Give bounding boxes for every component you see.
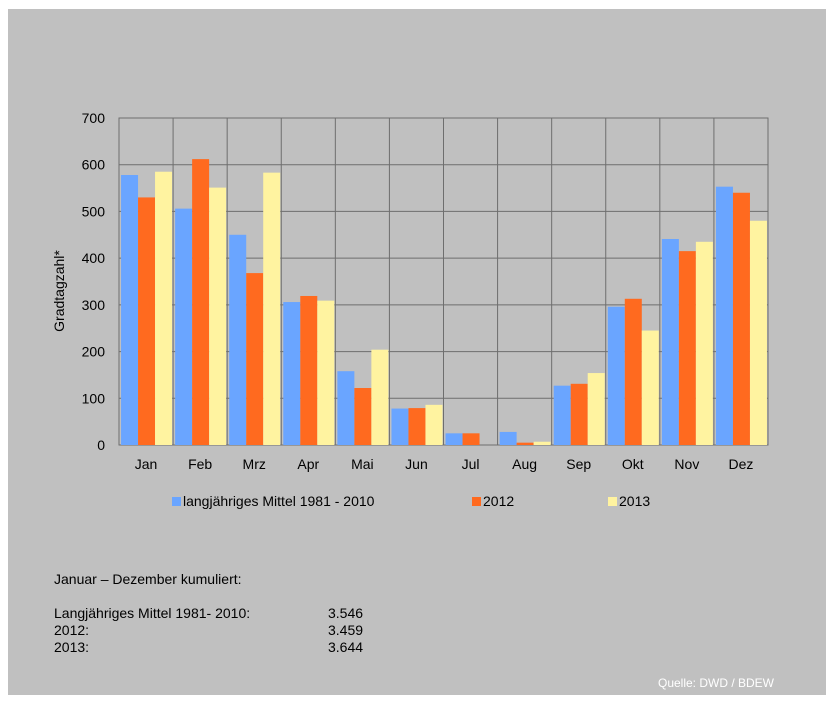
bar (192, 159, 210, 445)
x-axis-ticks: Jan Feb Mrz Apr Mai Jun Jul Aug Sep Okt Nov Dez (135, 456, 754, 472)
x-tick-label: Aug (512, 456, 537, 472)
bar (516, 442, 534, 445)
grid (118, 117, 769, 446)
x-tick-label: Feb (188, 456, 212, 472)
bar (300, 295, 318, 445)
x-tick-label: Mai (351, 456, 374, 472)
bar (155, 171, 173, 445)
bar (533, 441, 551, 445)
y-tick-label: 400 (82, 250, 106, 266)
y-tick-label: 300 (82, 297, 106, 313)
bar (263, 172, 281, 446)
bar (462, 433, 480, 445)
x-tick-label: Dez (729, 456, 754, 472)
bars (121, 159, 767, 446)
bar-chart: 0 100 200 300 400 500 600 700 Jan Feb Mrz Apr Mai Ju… (51, 110, 769, 509)
legend: langjähriges Mittel 1981 - 2010 2012 2013 (172, 493, 650, 509)
bar (317, 300, 335, 445)
x-tick-label: Sep (566, 456, 591, 472)
x-tick-label: Jun (405, 456, 428, 472)
bar (624, 298, 642, 445)
summary-row: Langjähriges Mittel 1981- 2010: 3.546 (54, 605, 363, 622)
x-tick-label: Mrz (243, 456, 266, 472)
bar (715, 186, 733, 446)
summary-value: 3.459 (328, 622, 364, 638)
summary-value: 3.546 (328, 605, 364, 621)
y-tick-label: 200 (82, 344, 106, 360)
y-axis-label: Gradtagzahl* (51, 250, 67, 332)
bar (732, 192, 750, 445)
legend-label: 2012 (483, 493, 514, 509)
bar (661, 238, 679, 445)
summary-heading: Januar – Dezember kumuliert: (54, 571, 242, 587)
bar (749, 220, 767, 445)
legend-swatch (608, 497, 617, 506)
y-tick-label: 0 (97, 437, 105, 453)
x-tick-label: Apr (297, 456, 319, 472)
bar (408, 408, 426, 445)
legend-swatch (172, 497, 181, 506)
summary-row: 2012: 3.459 (54, 622, 363, 639)
chart-panel: 0 100 200 300 400 500 600 700 Jan Feb Mrz Apr Mai Ju… (8, 9, 826, 695)
x-tick-label: Jan (135, 456, 158, 472)
bar (445, 433, 463, 445)
bar (570, 383, 588, 445)
cumulative-summary: Januar – Dezember kumuliert: Langjährige… (54, 571, 363, 656)
bar (121, 174, 139, 445)
bar (553, 385, 571, 445)
bar (209, 187, 227, 445)
bar (283, 302, 301, 445)
bar (425, 404, 443, 445)
bar (391, 408, 409, 445)
bar (371, 349, 389, 445)
bar (354, 388, 372, 445)
summary-row: 2013: 3.644 (54, 639, 363, 656)
legend-label: langjähriges Mittel 1981 - 2010 (183, 493, 375, 509)
bar (678, 251, 696, 445)
x-tick-label: Jul (462, 456, 480, 472)
bar (587, 373, 605, 445)
summary-label: 2012: (54, 622, 90, 638)
legend-label: 2013 (619, 493, 650, 509)
bar (641, 330, 659, 445)
y-tick-label: 700 (82, 110, 106, 126)
summary-label: 2013: (54, 639, 90, 655)
bar (138, 197, 156, 445)
x-tick-label: Okt (622, 456, 644, 472)
summary-label: Langjähriges Mittel 1981- 2010: (54, 605, 251, 621)
bar (695, 241, 713, 445)
source-note: Quelle: DWD / BDEW (657, 676, 774, 690)
x-tick-label: Nov (674, 456, 699, 472)
bar (246, 273, 264, 445)
y-tick-label: 100 (82, 390, 106, 406)
summary-value: 3.644 (328, 639, 364, 655)
y-tick-label: 600 (82, 157, 106, 173)
y-tick-label: 500 (82, 203, 106, 219)
bar (175, 208, 193, 445)
bar (337, 371, 355, 445)
bar (229, 234, 247, 445)
legend-swatch (472, 497, 481, 506)
bar (607, 306, 625, 445)
bar (499, 431, 517, 445)
y-axis-ticks: 0 100 200 300 400 500 600 700 (82, 110, 106, 453)
